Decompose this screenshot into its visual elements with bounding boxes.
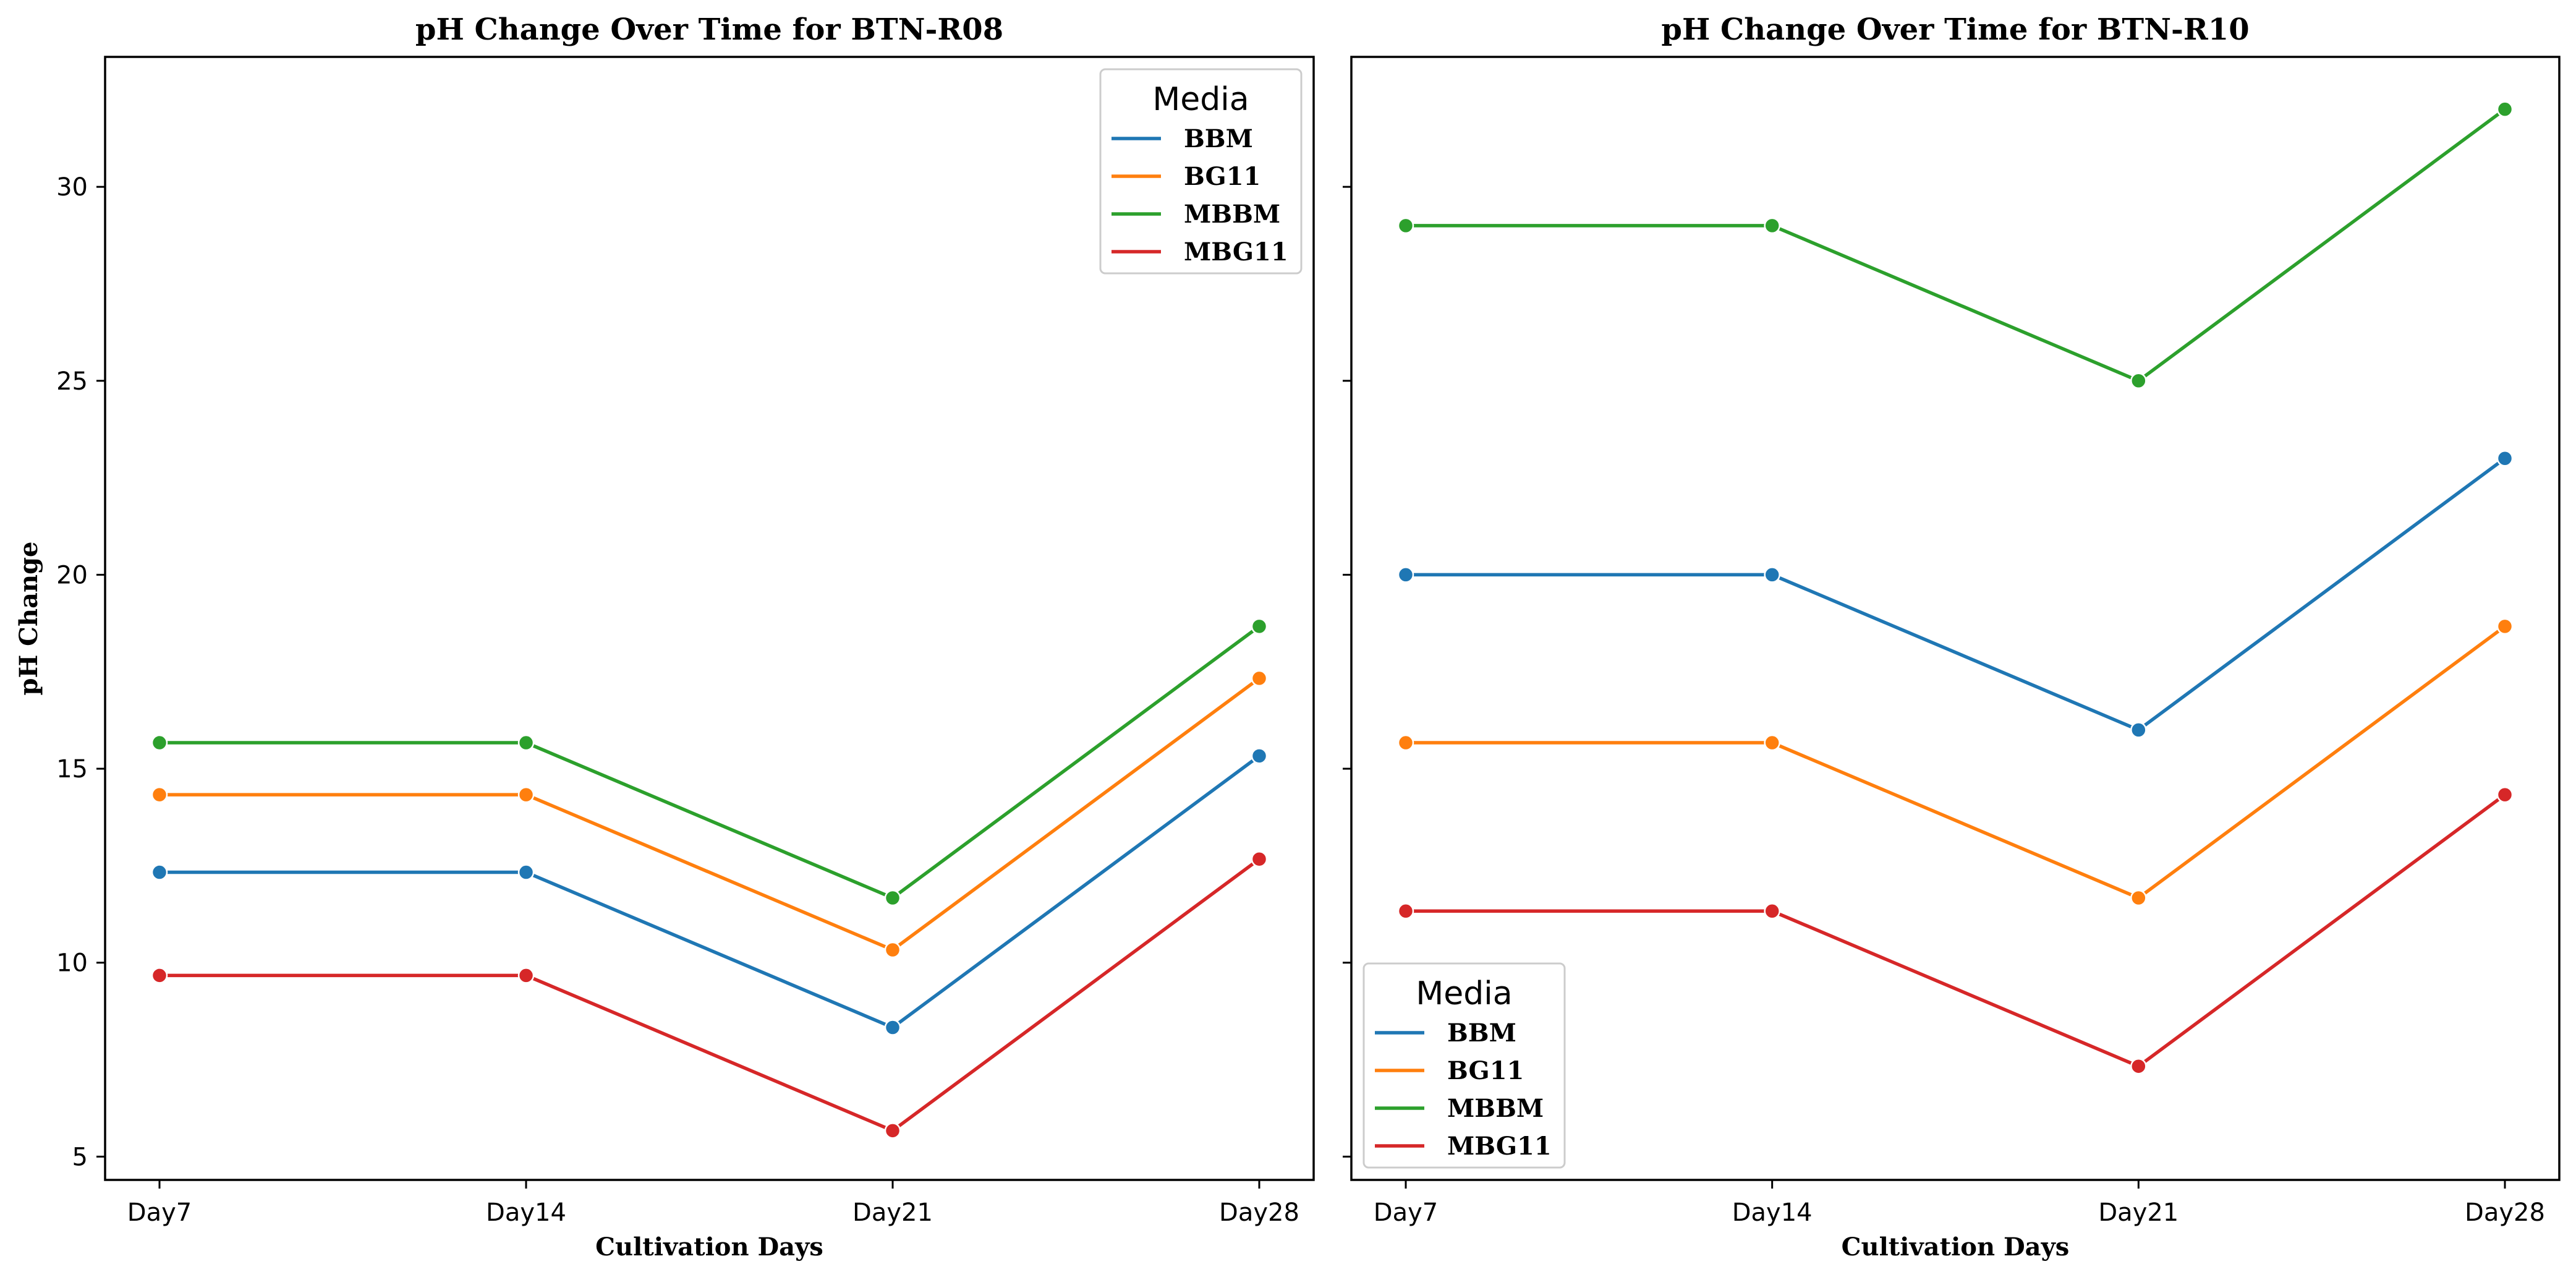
legend-label-bbm: BBM <box>1447 1019 1516 1048</box>
legend-label-mbbm: MBBM <box>1184 200 1280 229</box>
series-line-bbm <box>1406 457 2506 732</box>
data-point-mbbm <box>1397 217 1414 234</box>
legend: Media BBM BG11 MBBM MBG11 <box>1099 68 1303 275</box>
data-point-bg11 <box>1397 734 1414 751</box>
data-point-mbbm <box>517 734 535 751</box>
y-tick-label: 10 <box>56 949 88 978</box>
data-point-bbm <box>517 864 535 881</box>
data-point-mbbm <box>151 734 168 751</box>
series-line-mbbm <box>159 625 1260 900</box>
series-line-mbg11 <box>1406 793 2506 1068</box>
data-point-bbm <box>1251 748 1268 764</box>
series-line-bg11 <box>1406 625 2506 900</box>
legend-label-bbm: BBM <box>1184 124 1253 153</box>
legend-box <box>1099 68 1303 275</box>
data-point-mbg11 <box>884 1122 901 1139</box>
x-tick-label: Day7 <box>1374 1198 1438 1227</box>
data-point-mbg11 <box>1397 903 1414 920</box>
x-tick-label: Day14 <box>1732 1198 1813 1227</box>
legend-label-mbg11: MBG11 <box>1447 1132 1552 1161</box>
data-point-bbm <box>151 864 168 881</box>
chart-panel-2: pH Change Over Time for BTN-R10 Day7 Day14… <box>1343 12 2561 1262</box>
y-tick-label: 15 <box>56 755 88 784</box>
chart-title: pH Change Over Time for BTN-R08 <box>415 12 1003 47</box>
data-point-mbg11 <box>2130 1057 2147 1075</box>
data-point-bg11 <box>1764 734 1780 751</box>
data-point-bg11 <box>151 786 168 803</box>
series-line-bg11 <box>159 677 1260 952</box>
data-point-mbg11 <box>1251 850 1268 868</box>
plot-frame <box>104 56 1315 1181</box>
y-tick-label: 20 <box>56 561 88 589</box>
series-line-mbg11 <box>159 858 1260 1133</box>
x-tick-label: Day28 <box>2465 1198 2545 1227</box>
x-axis-label: Cultivation Days <box>1842 1232 2070 1262</box>
x-tick-label: Day21 <box>852 1198 933 1227</box>
data-point-bbm <box>1397 566 1414 583</box>
chart-title: pH Change Over Time for BTN-R10 <box>1661 12 2249 47</box>
legend: Media BBM BG11 MBBM MBG11 <box>1362 962 1566 1169</box>
data-point-bg11 <box>2130 889 2147 907</box>
data-point-bg11 <box>1251 670 1268 687</box>
data-point-mbbm <box>1764 217 1780 234</box>
data-point-mbg11 <box>2496 786 2514 803</box>
data-point-mbg11 <box>517 967 535 984</box>
data-point-mbg11 <box>1764 903 1780 920</box>
data-point-mbbm <box>2496 101 2514 117</box>
x-tick-label: Day21 <box>2098 1198 2179 1227</box>
y-tick-label: 25 <box>56 367 88 396</box>
plot-frame <box>1350 56 2561 1181</box>
x-tick-label: Day14 <box>486 1198 566 1227</box>
data-point-bbm <box>884 1019 901 1036</box>
legend-box <box>1362 962 1566 1169</box>
x-axis-label: Cultivation Days <box>595 1232 823 1262</box>
data-point-bbm <box>1764 566 1780 583</box>
data-point-bg11 <box>884 941 901 959</box>
y-axis-label: pH Change <box>14 541 43 695</box>
series-line-mbbm <box>1406 108 2506 383</box>
series-line-bbm <box>159 754 1260 1030</box>
data-point-mbg11 <box>151 967 168 984</box>
chart-panel-1: pH Change Over Time for BTN-R08 5 10 15 20 25… <box>14 12 1315 1262</box>
y-tick-label: 5 <box>72 1143 88 1171</box>
data-point-bbm <box>2496 450 2514 467</box>
x-tick-label: Day7 <box>127 1198 192 1227</box>
legend-label-mbg11: MBG11 <box>1184 237 1288 267</box>
x-tick-label: Day28 <box>1219 1198 1299 1227</box>
legend-title: Media <box>1152 81 1249 118</box>
legend-label-bg11: BG11 <box>1447 1056 1524 1085</box>
data-point-mbbm <box>884 889 901 907</box>
legend-title: Media <box>1416 975 1512 1012</box>
data-point-bbm <box>2130 722 2147 738</box>
y-tick-label: 30 <box>56 173 88 202</box>
data-point-bg11 <box>2496 618 2514 635</box>
data-point-mbbm <box>2130 372 2147 390</box>
data-point-bg11 <box>517 786 535 803</box>
legend-label-mbbm: MBBM <box>1447 1094 1544 1123</box>
legend-label-bg11: BG11 <box>1184 162 1260 191</box>
data-point-mbbm <box>1251 618 1268 635</box>
